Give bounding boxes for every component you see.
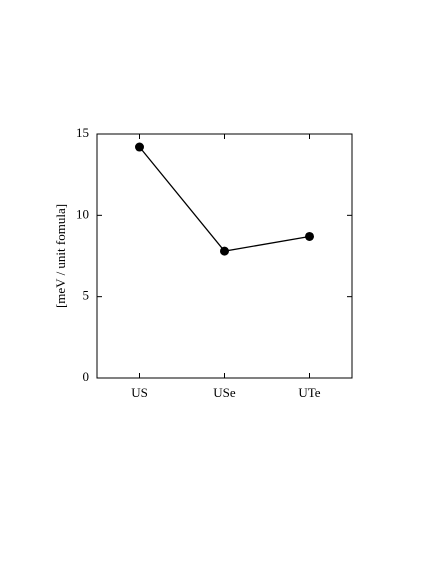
- x-tick-label: US: [131, 385, 148, 400]
- data-marker: [305, 231, 314, 241]
- plot-frame: [96, 133, 353, 379]
- data-marker: [220, 246, 229, 256]
- y-tick-label: 10: [76, 206, 89, 221]
- y-tick-label: 5: [83, 288, 90, 303]
- data-line: [138, 146, 310, 252]
- y-tick-label: 0: [83, 369, 90, 384]
- x-tick-label: UTe: [298, 385, 320, 400]
- x-tick-label: USe: [213, 385, 236, 400]
- y-tick-label: 15: [76, 125, 89, 140]
- y-axis-label: [meV / unit fomula]: [53, 204, 68, 308]
- data-marker: [135, 142, 144, 152]
